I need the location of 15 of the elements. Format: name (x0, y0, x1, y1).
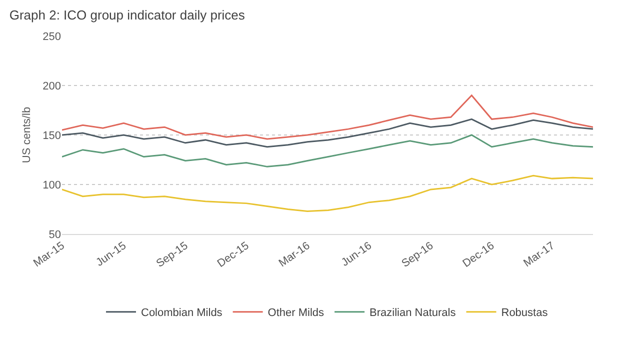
legend-label: Colombian Milds (141, 307, 223, 320)
y-tick-label: 50 (48, 228, 61, 241)
y-axis-title: US cents/lb (21, 106, 33, 164)
y-tick-label: 250 (42, 30, 61, 43)
line-series (62, 118, 593, 148)
line-series (62, 134, 593, 168)
y-tick-label: 200 (42, 80, 61, 92)
line-series (62, 94, 593, 140)
y-tick-label: 150 (42, 130, 61, 142)
y-tick-label: 100 (42, 179, 61, 192)
legend-label: Brazilian Naturals (370, 307, 456, 320)
line-series (62, 174, 593, 212)
legend-label: Other Milds (268, 307, 325, 320)
legend-label: Robustas (501, 307, 548, 320)
chart-title: Graph 2: ICO group indicator daily prices (9, 7, 246, 22)
